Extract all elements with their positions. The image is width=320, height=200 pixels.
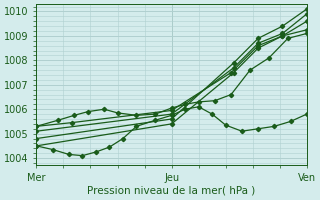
X-axis label: Pression niveau de la mer( hPa ): Pression niveau de la mer( hPa ) bbox=[87, 186, 256, 196]
